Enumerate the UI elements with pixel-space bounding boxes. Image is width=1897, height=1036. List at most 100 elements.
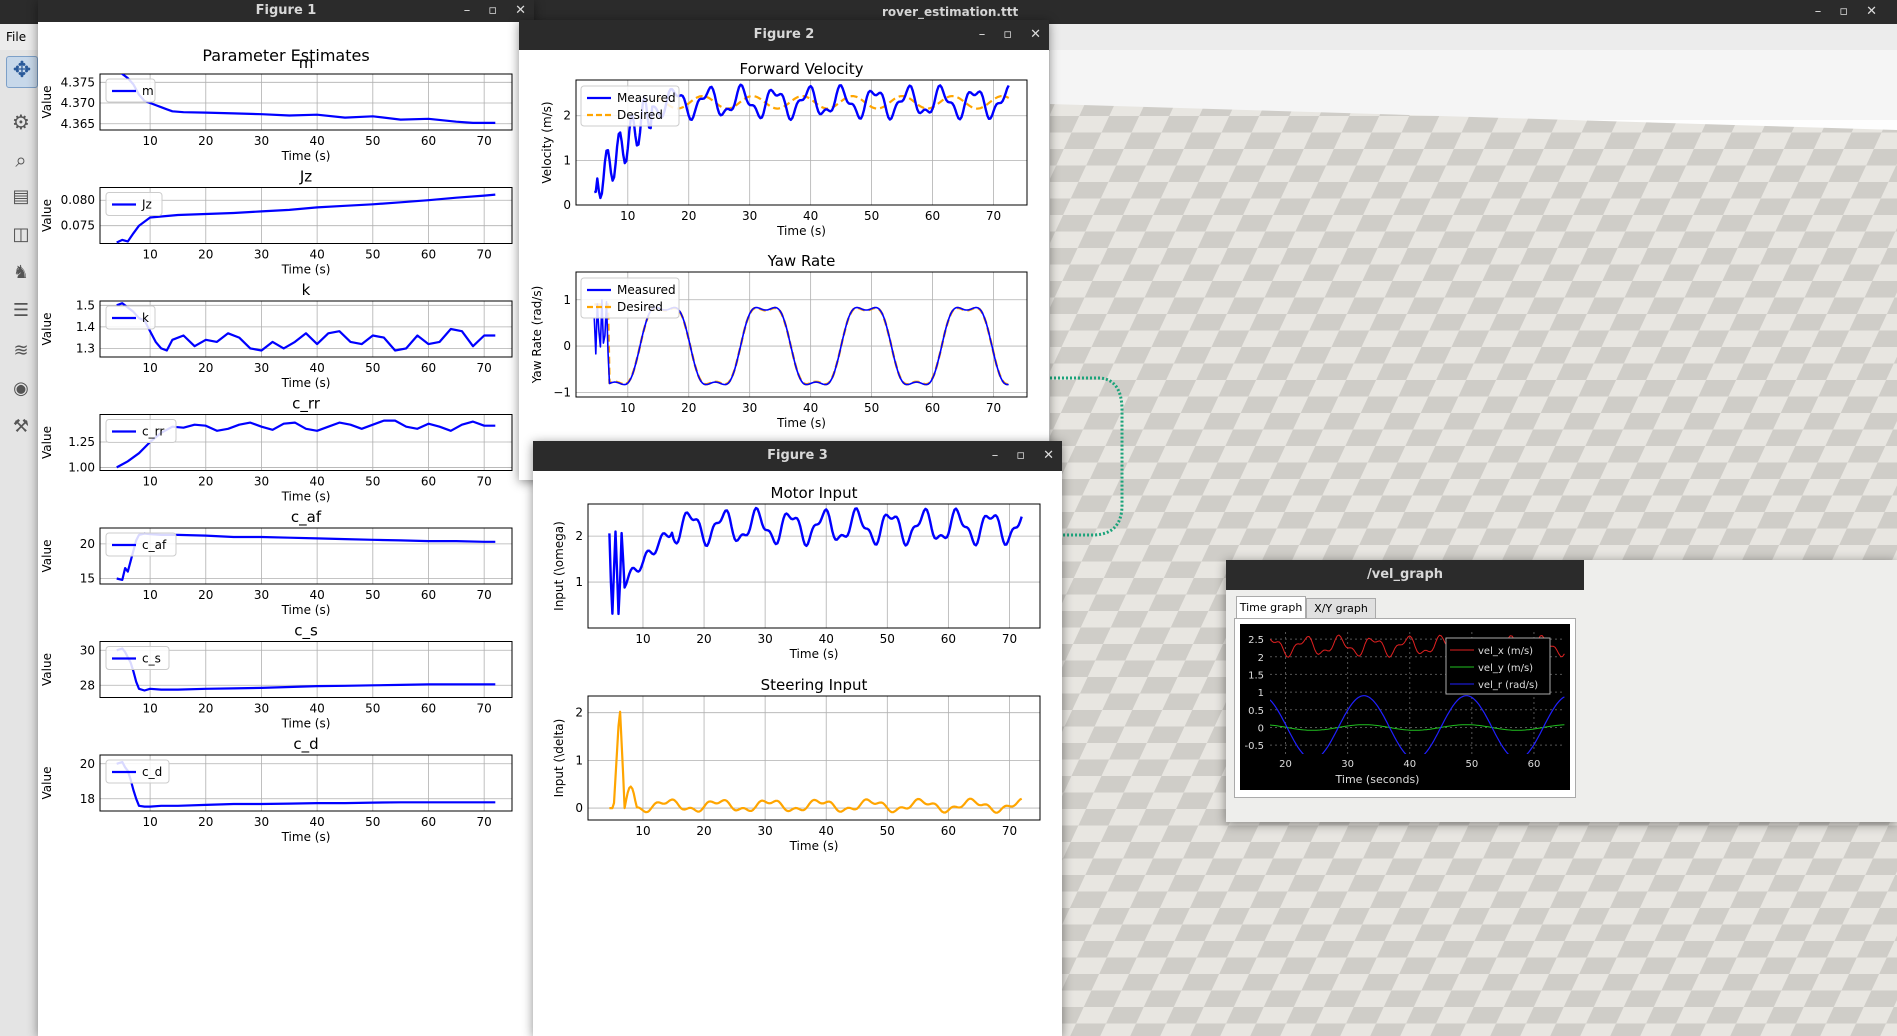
close-icon[interactable]: ✕ — [1043, 448, 1054, 463]
x-tick-label: 10 — [620, 209, 635, 223]
settings-icon[interactable]: ⚒ — [12, 416, 30, 437]
plot-area — [588, 696, 1040, 820]
x-tick-label: 70 — [477, 815, 492, 829]
legend-label: c_rr — [142, 425, 164, 439]
x-tick-label: 60 — [925, 401, 940, 415]
legend-label: c_d — [142, 765, 162, 779]
legend-label: c_s — [142, 652, 161, 666]
x-tick-label: 70 — [477, 248, 492, 262]
plot-frame — [99, 641, 513, 698]
minimize-icon[interactable]: – — [991, 448, 999, 463]
x-tick-label: 40 — [819, 824, 834, 838]
y-axis-label: Value — [40, 767, 54, 800]
x-tick-label: 30 — [757, 824, 772, 838]
maximize-icon[interactable]: ▫ — [1016, 448, 1026, 463]
y-axis-label: Yaw Rate (rad/s) — [530, 286, 544, 385]
scene-viewport[interactable] — [1050, 50, 1897, 1036]
figure3-window: Figure 3 – ▫ ✕ 10 20 30 40 50 60 70 1 2 Motor Inp… — [533, 441, 1062, 1036]
record-icon[interactable]: ◉ — [13, 378, 29, 399]
x-tick-label: 30 — [254, 475, 269, 489]
tab-xy-graph[interactable]: X/Y graph — [1306, 598, 1376, 620]
tab-xy-graph-label: X/Y graph — [1314, 602, 1368, 615]
hierarchy-icon[interactable]: ☰ — [12, 300, 30, 321]
plot-frame — [587, 695, 1041, 821]
x-tick-label: 50 — [365, 134, 380, 148]
x-tick-label: 60 — [1528, 759, 1541, 770]
plot-title: m — [299, 54, 314, 72]
figure1-canvas: 10 20 30 40 50 60 70 4.365 4.370 4.375 m Time (s) Va… — [40, 54, 513, 844]
y-tick-label: 1 — [563, 293, 571, 307]
y-tick-label: 0.5 — [1248, 706, 1264, 717]
vel-graph-titlebar: /vel_graph — [1226, 560, 1584, 590]
vel-graph-canvas[interactable]: 20 30 40 50 60 2.5 2 1.5 1 0.5 0 -0.5 Time (seconds)… — [1240, 624, 1570, 790]
legend-label: k — [142, 311, 149, 325]
x-tick-label: 50 — [365, 248, 380, 262]
x-tick-label: 70 — [986, 401, 1001, 415]
y-tick-label: 0 — [1258, 723, 1264, 734]
x-axis-label: Time (s) — [281, 830, 331, 844]
minimize-icon[interactable]: – — [978, 27, 986, 42]
x-tick-label: 70 — [477, 475, 492, 489]
legend-box — [105, 532, 177, 557]
x-tick-label: 50 — [365, 815, 380, 829]
plot-title: c_d — [293, 735, 318, 754]
close-icon[interactable]: ✕ — [1030, 27, 1041, 42]
x-tick-label: 20 — [198, 248, 213, 262]
legend-label: Desired — [617, 108, 663, 122]
x-tick-label: 40 — [1403, 759, 1416, 770]
x-axis-label: Time (s) — [789, 839, 839, 853]
zoom-icon[interactable]: ⌕ — [15, 148, 27, 172]
figure2-window: Figure 2 – ▫ ✕ 10 20 30 40 50 60 70 0 1 2 Forward … — [519, 20, 1049, 480]
x-tick-label: 20 — [198, 588, 213, 602]
y-tick-label: 4.370 — [61, 96, 95, 110]
figure2-title: Figure 2 — [753, 27, 815, 42]
close-icon[interactable]: ✕ — [515, 3, 526, 18]
menu-file[interactable]: File — [6, 30, 27, 44]
object-icon[interactable]: ◫ — [12, 224, 30, 245]
y-axis-label: Input (\delta) — [552, 719, 566, 798]
x-axis-label: Time (s) — [789, 647, 839, 661]
x-tick-label: 40 — [309, 475, 324, 489]
y-tick-label: 0 — [575, 801, 583, 815]
x-tick-label: 50 — [864, 401, 879, 415]
series-line-k — [116, 302, 496, 352]
y-tick-label: 4.375 — [61, 75, 95, 89]
model-icon[interactable]: ♞ — [12, 262, 30, 283]
maximize-icon[interactable]: ▫ — [1839, 4, 1849, 19]
move-icon[interactable]: ✥ — [6, 56, 38, 88]
x-tick-label: 40 — [309, 361, 324, 375]
close-icon[interactable]: ✕ — [1866, 4, 1877, 19]
x-tick-label: 30 — [254, 134, 269, 148]
x-tick-label: 30 — [742, 209, 757, 223]
layers-icon[interactable]: ≋ — [13, 340, 29, 361]
plot-title: Jz — [299, 168, 312, 186]
y-axis-label: Value — [40, 653, 54, 686]
x-tick-label: 70 — [477, 134, 492, 148]
x-tick-label: 10 — [620, 401, 635, 415]
minimize-icon[interactable]: – — [463, 3, 471, 18]
x-tick-label: 70 — [477, 361, 492, 375]
plot-title: c_af — [291, 508, 322, 527]
x-tick-label: 30 — [254, 702, 269, 716]
rotate-icon[interactable]: ⚙ — [12, 110, 30, 134]
tab-time-graph[interactable]: Time graph — [1236, 596, 1306, 619]
y-tick-label: 0 — [563, 339, 571, 353]
plot-frame — [99, 527, 513, 585]
x-tick-label: 50 — [880, 632, 895, 646]
plot-frame — [99, 754, 513, 812]
figure3-titlebar: Figure 3 – ▫ ✕ — [533, 441, 1062, 471]
scene-icon[interactable]: ▤ — [12, 186, 30, 207]
minimize-icon[interactable]: – — [1814, 4, 1822, 19]
plot-frame — [575, 79, 1028, 206]
legend-label: Desired — [617, 300, 663, 314]
x-tick-label: 20 — [1279, 759, 1292, 770]
x-tick-label: 60 — [421, 248, 436, 262]
y-tick-label: 1 — [575, 575, 583, 589]
maximize-icon[interactable]: ▫ — [1003, 27, 1013, 42]
series-line-Jz — [116, 193, 496, 244]
maximize-icon[interactable]: ▫ — [488, 3, 498, 18]
plot-title: Yaw Rate — [767, 252, 836, 270]
y-tick-label: 2 — [1258, 653, 1264, 664]
tab-time-graph-label: Time graph — [1239, 601, 1303, 614]
x-tick-label: 50 — [365, 702, 380, 716]
